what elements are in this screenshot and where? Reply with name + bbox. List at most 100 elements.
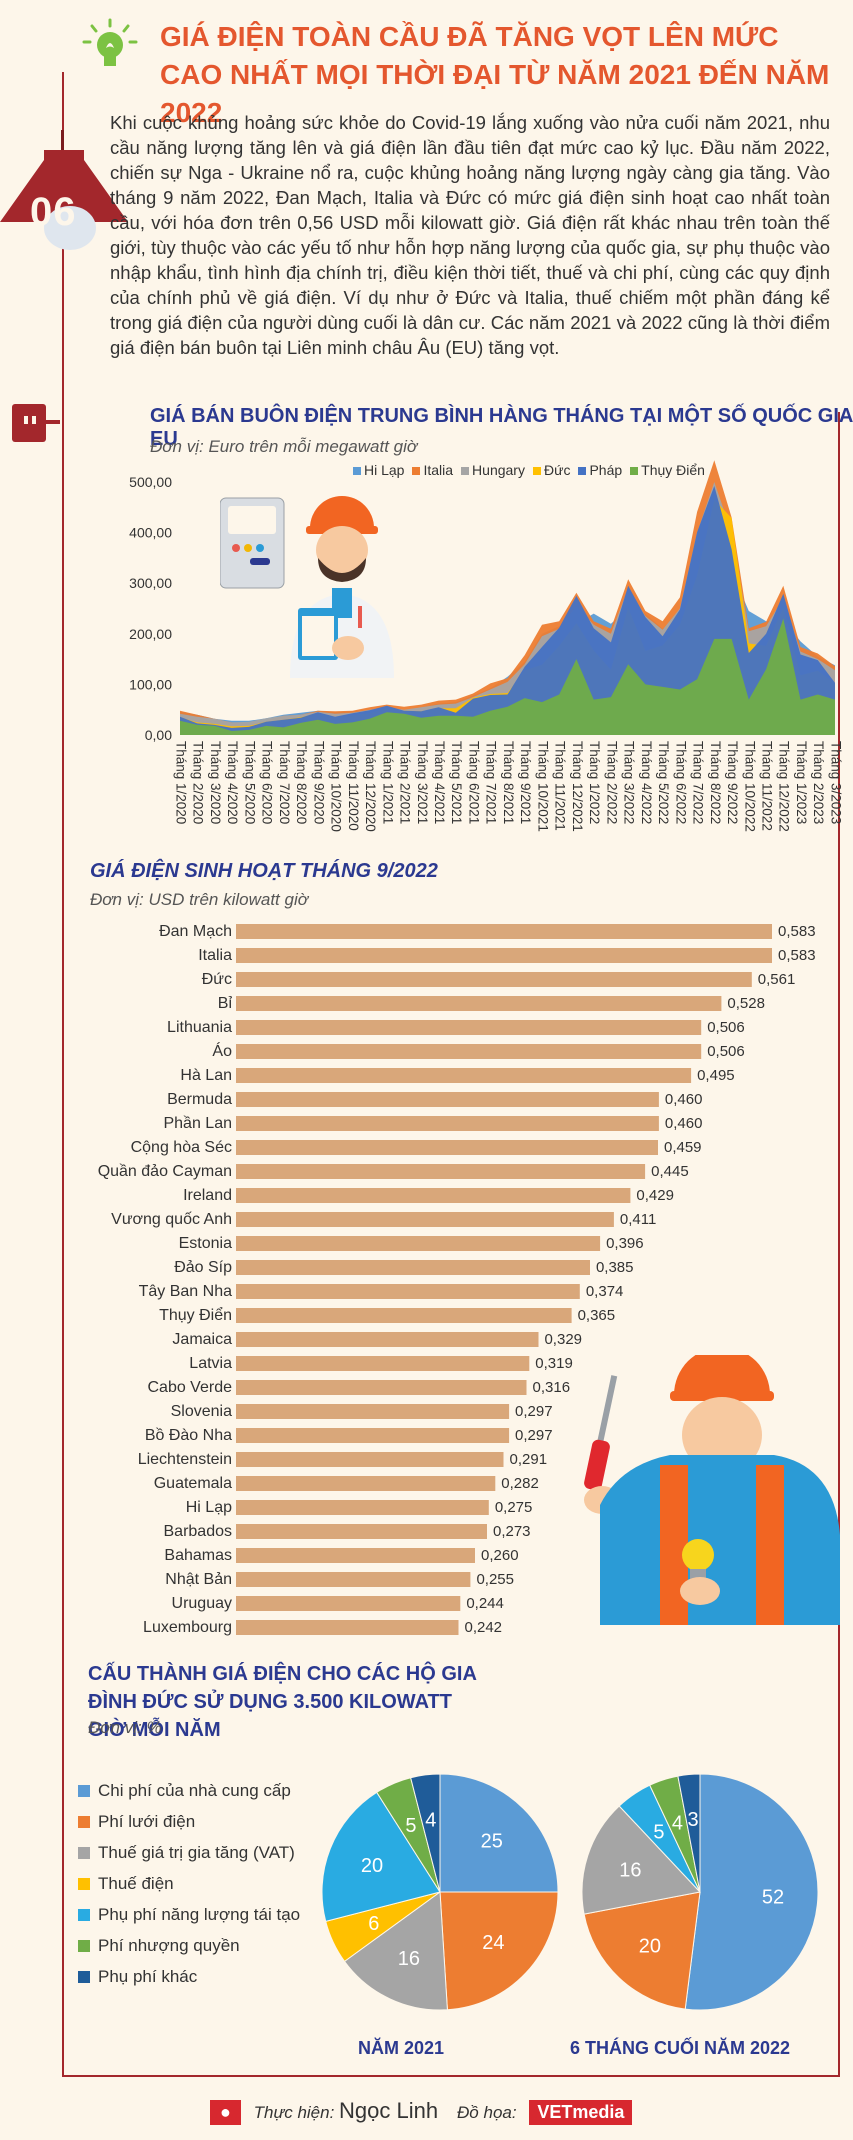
bar-value-label: 0,365 [578,1307,616,1324]
x-tick-label: Tháng 2/2022 [604,741,619,824]
bar-category-label: Hi Lạp [186,1499,232,1516]
pie-slice-label: 20 [361,1855,383,1877]
bar-value-label: 0,506 [707,1043,745,1060]
bar-category-label: Estonia [179,1235,232,1252]
legend-label: Phụ phí khác [98,1966,198,1986]
bar-category-label: Uruguay [172,1595,232,1612]
x-tick-label: Tháng 5/2021 [449,741,464,824]
pie-slice-label: 5 [405,1815,416,1837]
legend-swatch [412,467,421,476]
bar-value-label: 0,244 [466,1595,504,1612]
bar [236,1308,572,1323]
pie-slice [684,1773,819,2011]
bar [236,1332,539,1347]
pie-legend: Chi phí của nhà cung cấp Phí lưới điện Thu… [78,1775,300,1992]
x-tick-label: Tháng 7/2020 [277,741,292,824]
legend-swatch [78,1815,90,1828]
legend-swatch [461,467,470,476]
pie-slice [583,1891,701,2010]
x-tick-label: Tháng 10/2020 [329,741,344,832]
bar-value-label: 0,411 [620,1211,656,1228]
x-tick-label: Tháng 8/2020 [294,741,309,824]
x-tick-label: Tháng 1/2021 [380,741,395,824]
bar-category-label: Guatemala [154,1475,232,1492]
x-tick-label: Tháng 1/2023 [794,741,809,824]
pie-slice [343,1891,448,2011]
legend-swatch [78,1939,90,1952]
intro-paragraph: Khi cuộc khủng hoảng sức khỏe do Covid-1… [110,112,830,358]
x-tick-label: Tháng 12/2020 [363,741,378,832]
bar-value-label: 0,583 [778,947,816,964]
bar [236,1356,530,1371]
bar-value-label: 0,273 [493,1523,531,1540]
legend-label: Đức [543,462,571,478]
pie-slice [321,1791,441,1922]
bar-value-label: 0,329 [544,1331,582,1348]
legend-swatch [78,1784,90,1797]
pie-slice [677,1773,701,1893]
legend-swatch [578,467,587,476]
x-tick-label: Tháng 3/2022 [622,741,637,824]
bar-value-label: 0,460 [665,1091,703,1108]
bar [236,1092,659,1107]
legend-label: Thụy Điển [641,462,705,478]
legend-label: Phí lưới điện [98,1811,196,1831]
x-tick-label: Tháng 7/2021 [484,741,499,824]
area-series-Thụy Điển [180,618,835,735]
x-tick-label: Tháng 12/2021 [570,741,585,832]
bar-value-label: 0,445 [651,1163,689,1180]
bar [236,1020,702,1035]
legend-swatch [630,467,639,476]
legend-label: Hi Lạp [364,462,405,478]
y-tick-label: 100,00 [129,676,172,692]
legend-swatch [353,467,361,476]
y-tick-label: 200,00 [129,626,172,642]
pie-legend-item: Chi phí của nhà cung cấp [78,1775,300,1806]
legend-label: Hungary [472,462,525,478]
bar-category-label: Cộng hòa Séc [131,1139,232,1156]
legend-swatch [532,467,541,476]
engineer-clipboard-illustration [220,496,394,678]
legend-swatch [78,1970,90,1983]
frame-right-line [838,412,840,2077]
pie-chart-unit: Đơn vị: % [88,1718,162,1737]
bar-category-label: Cabo Verde [147,1379,232,1396]
bar-value-label: 0,319 [535,1355,573,1372]
bar-category-label: Hà Lan [180,1067,232,1084]
bar-category-label: Barbados [164,1523,233,1540]
footer-credits: ● Thực hiện: Ngọc Linh Đồ họa: VETmedia [210,2098,633,2125]
x-tick-label: Tháng 1/2022 [587,741,602,824]
bar [236,1524,487,1539]
bar [236,996,722,1011]
bar [236,1428,510,1443]
bar-category-label: Áo [212,1041,232,1060]
x-tick-label: Tháng 12/2022 [777,741,792,832]
x-tick-label: Tháng 10/2022 [742,741,757,832]
bar [236,1236,601,1251]
legend-label: Italia [423,462,454,478]
bar-category-label: Luxembourg [143,1619,232,1636]
pie-chart-late-2022: 52 20 16 5 4 3 [581,1773,819,2011]
bar-value-label: 0,429 [636,1187,674,1204]
bar [236,1164,646,1179]
bar-category-label: Quần đảo Cayman [98,1163,232,1180]
bar [236,1572,471,1587]
legend-label: Thuế giá trị gia tăng (VAT) [98,1842,295,1862]
pie-slice [581,1805,701,1915]
retail-chart-unit: Đơn vị: USD trên kilowatt giờ [90,890,309,909]
author-icon: ● [210,2100,241,2125]
x-tick-label: Tháng 8/2021 [501,741,516,824]
bar [236,948,772,963]
retail-chart-title: GIÁ ĐIỆN SINH HOẠT THÁNG 9/2022 [90,860,438,882]
pie-slice [439,1773,559,1893]
retail-bar-chart: Đan Mạch 0,583 Italia 0,583 Đức 0,561 Bỉ 0,528 L… [98,923,816,1636]
x-tick-label: Tháng 1/2020 [173,741,188,824]
pie-caption-2021: NĂM 2021 [358,2038,445,2058]
legend-swatch [78,1846,90,1859]
pie-legend-item: Thuế giá trị gia tăng (VAT) [78,1837,300,1868]
x-tick-label: Tháng 5/2022 [656,741,671,824]
y-tick-label: 300,00 [129,575,172,591]
legend-swatch [78,1877,90,1890]
bar-category-label: Đan Mạch [159,923,232,940]
x-tick-label: Tháng 2/2021 [398,741,413,824]
